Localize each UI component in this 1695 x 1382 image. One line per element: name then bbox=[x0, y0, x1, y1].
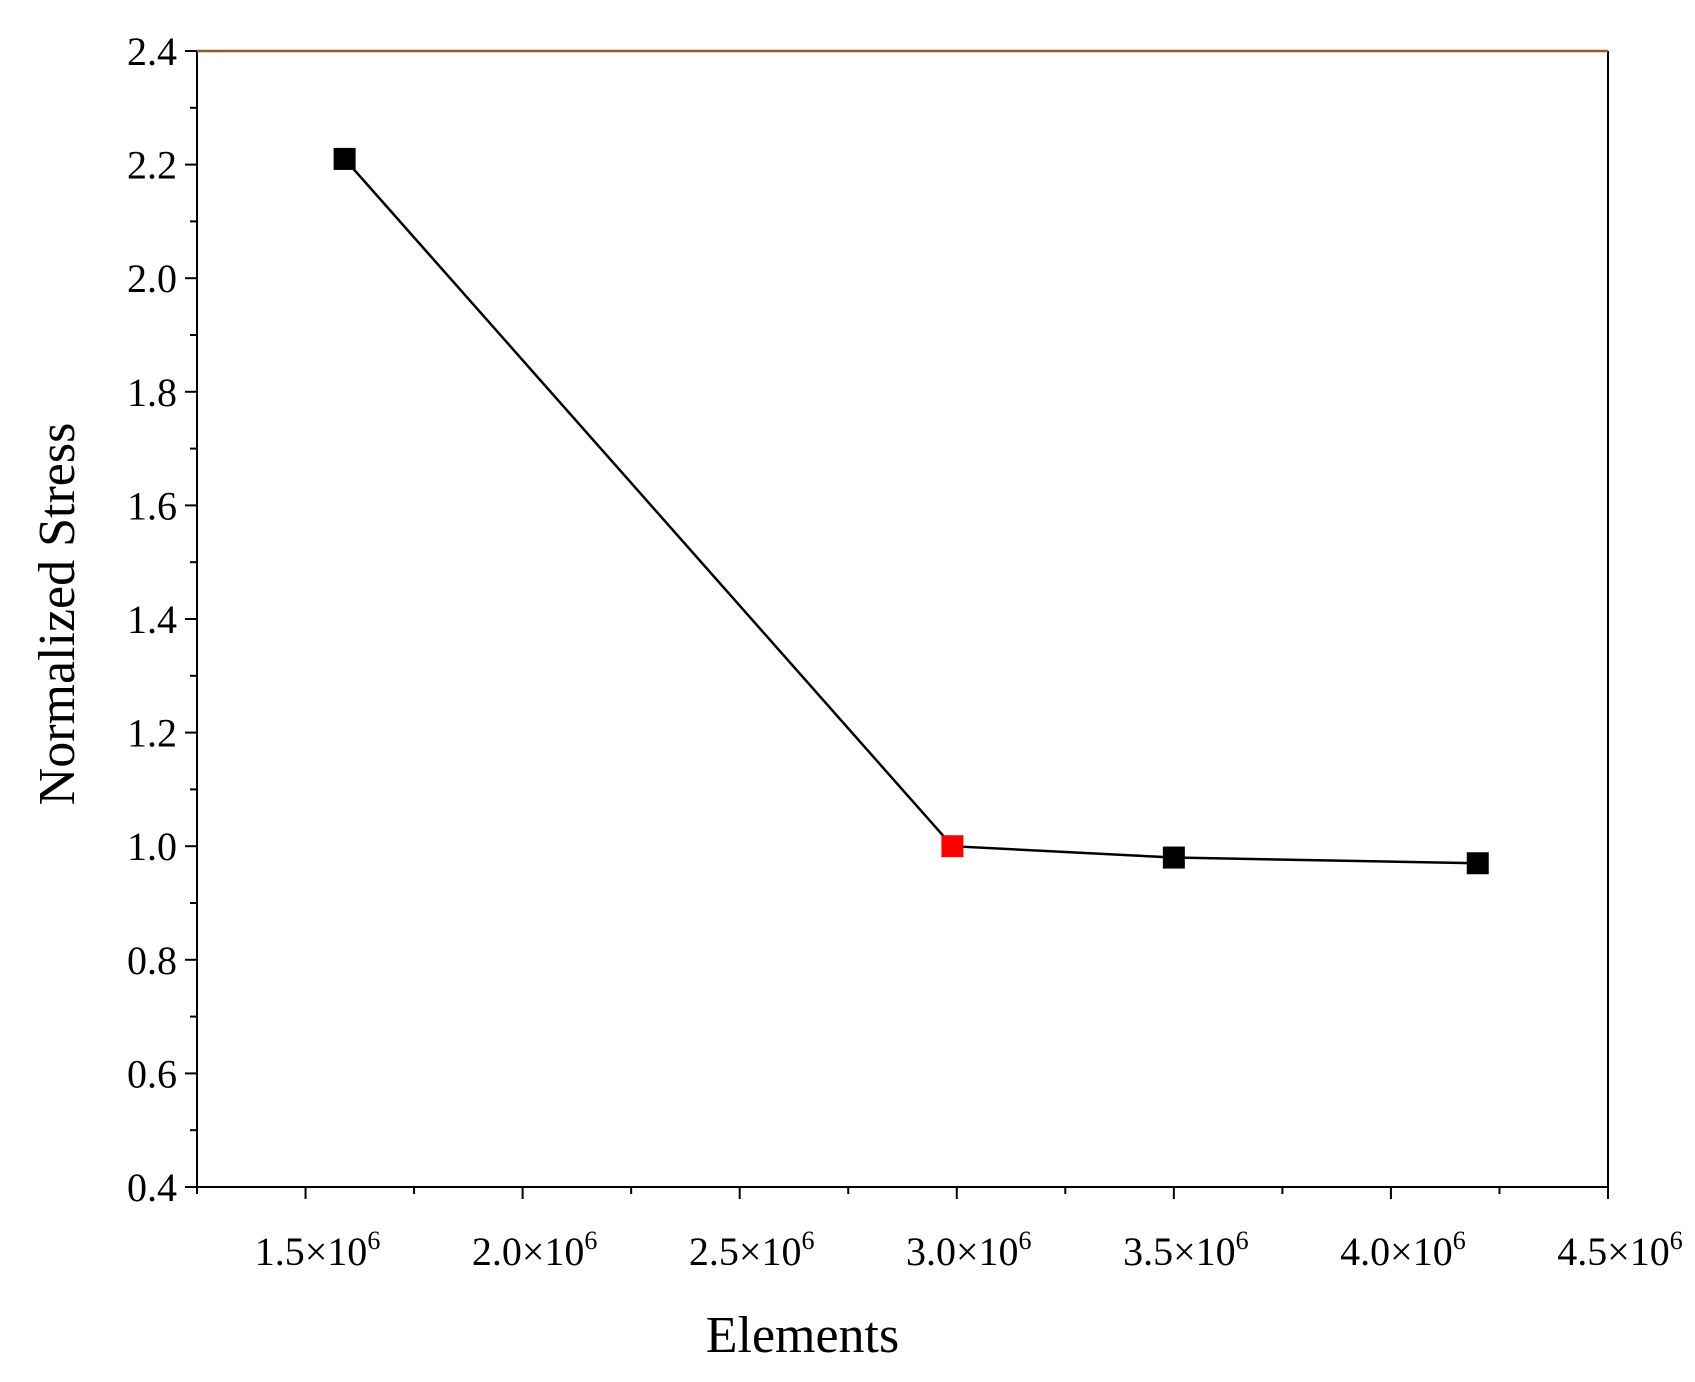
y-tick-label: 0.4 bbox=[127, 1165, 177, 1210]
x-tick-label: 2.5×106 bbox=[689, 1226, 815, 1274]
y-tick-label: 0.6 bbox=[127, 1051, 177, 1096]
y-tick-label: 1.6 bbox=[127, 483, 177, 528]
y-tick-label: 2.2 bbox=[127, 143, 177, 188]
plot-axes: 0.4 0.6 0.8 1.0 1.2 1.4 1.6 1.8 2.0 2.2 2.4 1.5×106… bbox=[127, 29, 1683, 1274]
x-tick-label: 2.0×106 bbox=[472, 1226, 598, 1274]
x-tick-label: 4.5×106 bbox=[1557, 1226, 1683, 1274]
data-point bbox=[1466, 852, 1489, 875]
y-tick-label: 2.0 bbox=[127, 256, 177, 301]
x-tick-label: 3.0×106 bbox=[906, 1226, 1032, 1274]
y-tick-label: 2.4 bbox=[127, 29, 177, 74]
x-tick-label: 1.5×106 bbox=[255, 1226, 381, 1274]
data-point bbox=[333, 147, 356, 170]
data-point bbox=[941, 835, 964, 858]
data-point bbox=[1162, 846, 1185, 869]
data-series bbox=[333, 147, 1489, 875]
y-tick-label: 1.4 bbox=[127, 597, 177, 642]
y-tick-label: 0.8 bbox=[127, 938, 177, 983]
series-line bbox=[343, 158, 1478, 865]
y-tick-label: 1.2 bbox=[127, 711, 177, 756]
x-tick-label: 4.0×106 bbox=[1340, 1226, 1466, 1274]
x-axis-title: Elements bbox=[706, 1307, 900, 1364]
x-tick-label: 3.5×106 bbox=[1123, 1226, 1249, 1274]
y-axis-title: Normalized Stress bbox=[29, 423, 86, 806]
y-tick-label: 1.8 bbox=[127, 370, 177, 415]
y-tick-label: 1.0 bbox=[127, 824, 177, 869]
